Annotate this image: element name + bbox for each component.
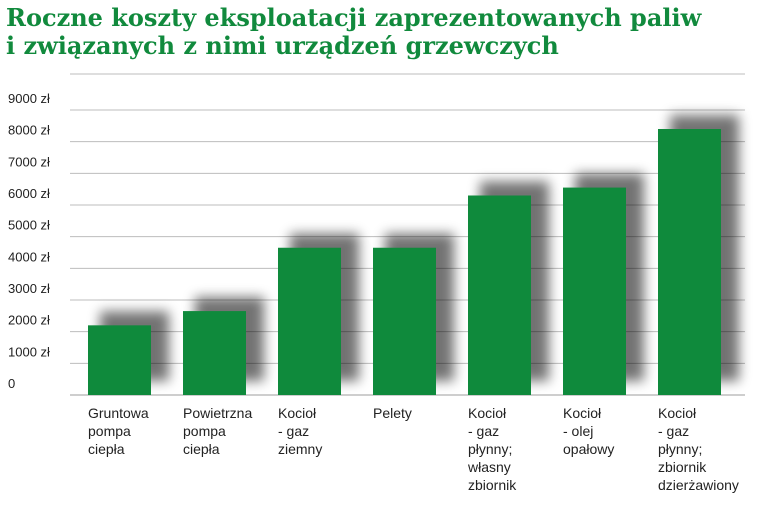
x-category-label-line: płynny; — [658, 441, 702, 457]
y-tick-label: 9000 zł — [8, 91, 50, 106]
x-category-label: Kocioł - gaz ziemny — [278, 405, 322, 457]
y-axis-tick-labels: 0 1000 zł 2000 zł 3000 zł 4000 zł 5000 zł 6000… — [8, 91, 50, 391]
x-category-label: Gruntowa pompa ciepła — [88, 405, 149, 457]
x-category-label-line: pompa — [88, 423, 131, 439]
x-category-label-line: opałowy — [563, 441, 614, 457]
x-category-label-line: płynny; — [468, 441, 512, 457]
x-category-label-line: Kocioł — [278, 405, 317, 421]
x-category-label-line: dzierżawiony — [658, 477, 739, 493]
x-category-label: Kocioł - gaz płynny; własny zbiornik — [467, 405, 517, 493]
x-category-label-line: własny — [467, 459, 511, 475]
x-category-label-line: zbiornik — [468, 477, 517, 493]
bar — [373, 248, 436, 395]
bar — [658, 129, 721, 395]
y-tick-label: 3000 zł — [8, 281, 50, 296]
x-category-label-line: - gaz — [658, 423, 689, 439]
y-tick-label: 6000 zł — [8, 186, 50, 201]
x-category-label-line: pompa — [183, 423, 226, 439]
y-tick-label: 1000 zł — [8, 344, 50, 359]
y-tick-label: 4000 zł — [8, 249, 50, 264]
x-category-label-line: Kocioł — [468, 405, 507, 421]
x-axis-category-labels: Gruntowa pompa ciepła Powietrzna pompa ciepła… — [88, 405, 739, 493]
x-category-label: Powietrzna pompa ciepła — [183, 405, 252, 457]
x-category-label-line: Kocioł — [658, 405, 697, 421]
y-tick-label: 7000 zł — [8, 154, 50, 169]
y-tick-label: 5000 zł — [8, 218, 50, 233]
bar — [278, 248, 341, 395]
x-category-label-line: Kocioł — [563, 405, 602, 421]
x-category-label-line: ziemny — [278, 441, 322, 457]
y-tick-label: 2000 zł — [8, 313, 50, 328]
bar — [88, 325, 151, 395]
x-category-label-line: ciepła — [183, 441, 220, 457]
x-category-label-line: - olej — [563, 423, 593, 439]
x-category-label-line: Pelety — [373, 405, 412, 421]
bar — [183, 311, 246, 395]
y-tick-label: 8000 zł — [8, 123, 50, 138]
x-category-label: Kocioł - olej opałowy — [563, 405, 614, 457]
x-category-label-line: ciepła — [88, 441, 125, 457]
x-category-label-line: - gaz — [278, 423, 309, 439]
x-category-label-line: - gaz — [468, 423, 499, 439]
y-tick-label: 0 — [8, 376, 15, 391]
x-category-label-line: Powietrzna — [183, 405, 252, 421]
x-category-label-line: zbiornik — [658, 459, 707, 475]
x-category-label-line: Gruntowa — [88, 405, 149, 421]
bar — [468, 196, 531, 396]
x-category-label: Pelety — [373, 405, 412, 421]
bar — [563, 188, 626, 395]
x-category-label: Kocioł - gaz płynny; zbiornik dzierżawiony — [658, 405, 739, 493]
